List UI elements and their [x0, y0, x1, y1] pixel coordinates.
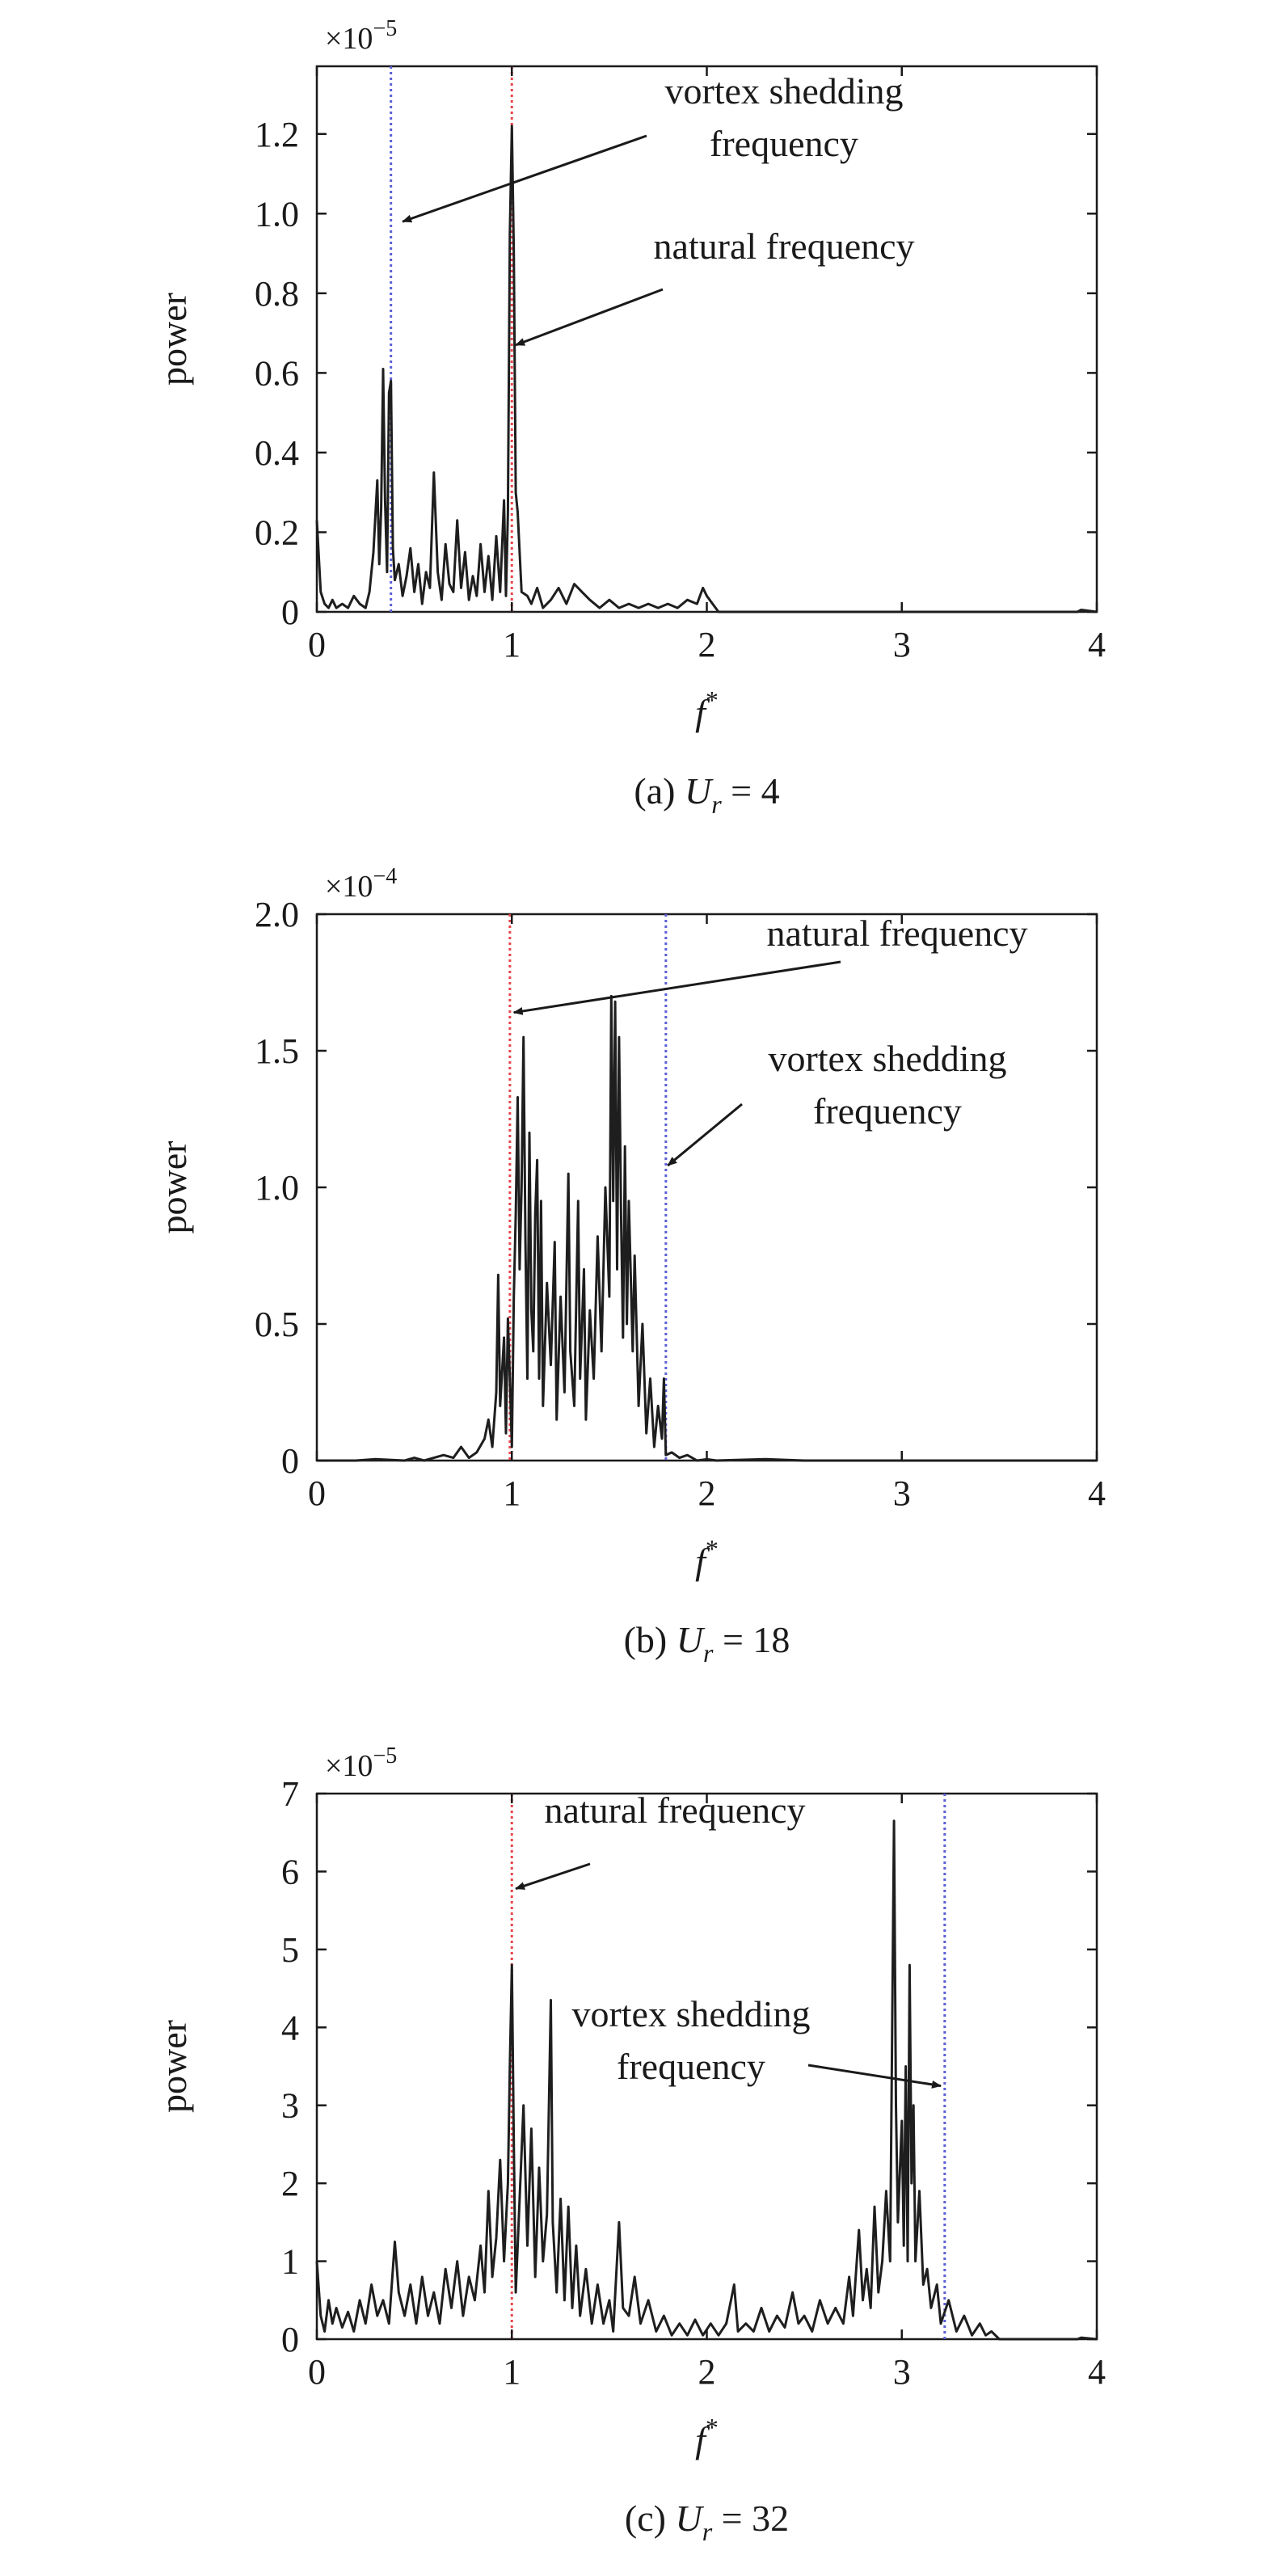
y-tick-label: 1.0 [255, 194, 299, 234]
y-tick-label: 0.6 [255, 353, 299, 393]
caption-prefix: (b) [624, 1619, 677, 1660]
annotation-label: vortex shedding frequency [571, 1993, 810, 2087]
plot-frame [315, 65, 1098, 613]
y-multiplier-exponent: −5 [373, 1743, 397, 1769]
caption-subscript: r [703, 1638, 714, 1667]
panel-c: 0 1 2 3 4 0 1 2 3 4 5 6 7 ×10−5 power f* (c) Ur = 32 natu… [153, 1743, 1106, 2546]
annotation-arrow [512, 960, 841, 1015]
y-tick-label: 2 [281, 2164, 299, 2203]
annotation-label: vortex shedding frequency [768, 1038, 1006, 1132]
caption-variable: U [675, 2498, 704, 2539]
x-axis-label: f* [695, 1534, 719, 1582]
y-tick-label: 1 [281, 2242, 299, 2282]
x-tick-label: 4 [1088, 2352, 1106, 2392]
x-tick-label: 2 [698, 1474, 716, 1513]
annotation-line: vortex shedding [768, 1038, 1006, 1079]
power-spectrum-line [315, 1819, 1098, 2341]
annotation-arrow [515, 288, 664, 347]
x-axis-label-superscript: * [706, 2413, 719, 2442]
caption-variable: U [685, 770, 714, 812]
y-tick-label: 0 [281, 2320, 299, 2359]
y-tick-label: 0.5 [255, 1305, 299, 1344]
y-multiplier-exponent: −5 [373, 16, 397, 41]
x-tick-label: 4 [1088, 1474, 1106, 1513]
caption-prefix: (c) [625, 2498, 676, 2539]
y-multiplier-base: ×10 [325, 870, 373, 904]
y-multiplier: ×10−5 [325, 1743, 397, 1783]
y-multiplier-base: ×10 [325, 22, 373, 56]
annotation-arrow [402, 134, 647, 223]
x-tick-label: 4 [1088, 625, 1106, 664]
panel-caption: (c) Ur = 32 [625, 2498, 789, 2546]
annotation-arrow [667, 1102, 743, 1167]
annotation-label: natural frequency [544, 1790, 805, 1831]
y-tick-label: 6 [281, 1852, 299, 1891]
y-tick-label: 0.8 [255, 274, 299, 314]
y-tick-label: 1.5 [255, 1031, 299, 1071]
y-tick-label: 3 [281, 2086, 299, 2126]
annotation-line: frequency [617, 2046, 765, 2087]
y-tick-label: 0.2 [255, 512, 299, 552]
annotation-line: vortex shedding [571, 1993, 810, 2034]
y-tick-label: 0.4 [255, 433, 299, 473]
annotation-label: natural frequency [766, 913, 1027, 954]
y-multiplier-exponent: −4 [373, 864, 397, 889]
x-tick-label: 2 [698, 625, 716, 664]
y-axis-label: power [153, 293, 194, 386]
caption-subscript: r [711, 790, 722, 819]
x-tick-label: 3 [893, 625, 911, 664]
annotation-line: frequency [813, 1090, 962, 1132]
x-axis-label-superscript: * [706, 685, 719, 715]
y-tick-label: 0 [281, 1441, 299, 1481]
annotation-line: vortex shedding [664, 70, 903, 112]
x-axis-label: f* [695, 685, 719, 733]
annotation-label: vortex shedding frequency [664, 70, 903, 164]
caption-prefix: (a) [634, 770, 685, 812]
y-tick-label: 7 [281, 1774, 299, 1814]
x-tick-label: 3 [893, 2352, 911, 2392]
y-multiplier-base: ×10 [325, 1749, 373, 1783]
x-tick-label: 0 [308, 2352, 326, 2392]
y-tick-label: 4 [281, 2008, 299, 2047]
x-tick-label: 1 [503, 1474, 521, 1513]
caption-suffix: = 4 [722, 770, 780, 812]
x-tick-label: 0 [308, 1474, 326, 1513]
caption-suffix: = 32 [712, 2498, 789, 2539]
y-multiplier: ×10−4 [325, 864, 397, 904]
x-tick-label: 2 [698, 2352, 716, 2392]
y-tick-label: 1.2 [255, 115, 299, 154]
x-tick-label: 3 [893, 1474, 911, 1513]
annotation-line: frequency [710, 123, 858, 164]
annotation-line: natural frequency [544, 1790, 805, 1831]
x-tick-label: 1 [503, 625, 521, 664]
power-spectrum-line [315, 124, 1098, 613]
y-tick-label: 0 [281, 592, 299, 632]
x-axis-label-superscript: * [706, 1534, 719, 1563]
panel-caption: (b) Ur = 18 [624, 1619, 790, 1667]
y-multiplier: ×10−5 [325, 16, 397, 56]
y-axis-label: power [153, 1141, 194, 1234]
annotation-line: natural frequency [653, 226, 914, 267]
y-tick-label: 2.0 [255, 895, 299, 934]
annotation-label: natural frequency [653, 226, 914, 267]
panel-b: 0 1 2 3 4 0 0.5 1.0 1.5 2.0 ×10−4 power f* (b) Ur = 1… [153, 864, 1106, 1667]
y-tick-label: 1.0 [255, 1168, 299, 1208]
caption-subscript: r [702, 2517, 713, 2546]
caption-suffix: = 18 [713, 1619, 790, 1660]
panel-a: 0 1 2 3 4 0 0.2 0.4 0.6 0.8 1.0 1.2 ×10−5 power f* (a) … [153, 16, 1106, 819]
annotation-arrow [515, 1862, 591, 1891]
y-axis-label: power [153, 2020, 194, 2113]
annotation-arrow [807, 2064, 942, 2089]
y-tick-label: 5 [281, 1930, 299, 1970]
x-axis-label: f* [695, 2413, 719, 2460]
x-tick-label: 0 [308, 625, 326, 664]
plot-frame [315, 913, 1098, 1462]
x-tick-label: 1 [503, 2352, 521, 2392]
caption-variable: U [677, 1619, 706, 1660]
panel-caption: (a) Ur = 4 [634, 770, 779, 819]
power-spectrum-line [317, 994, 1097, 1462]
annotation-line: natural frequency [766, 913, 1027, 954]
